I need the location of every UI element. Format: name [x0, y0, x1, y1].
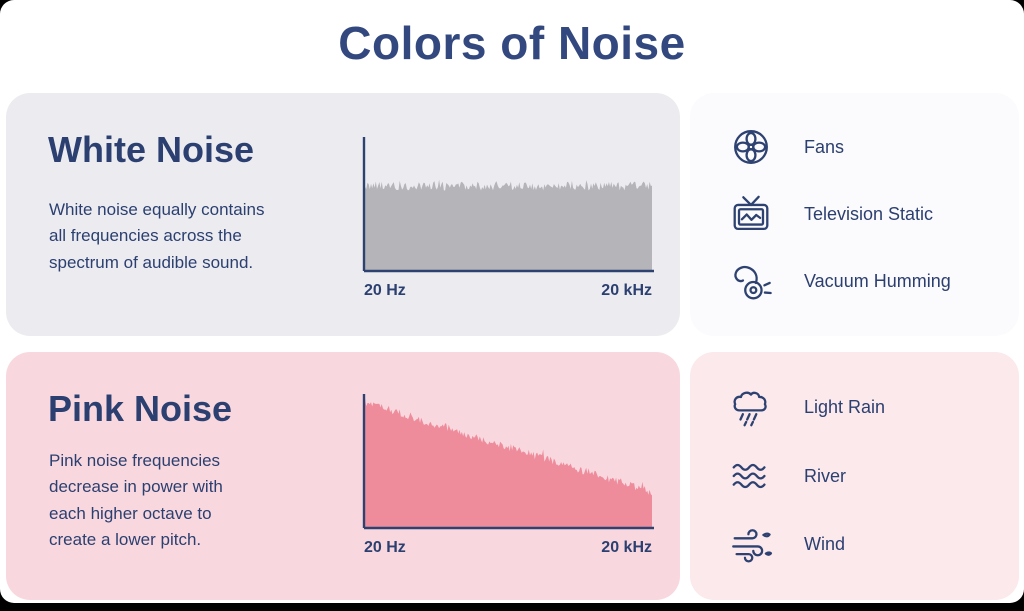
list-item: Fans [728, 124, 1019, 170]
white-noise-chart-svg [362, 137, 654, 273]
page-title: Colors of Noise [338, 17, 686, 69]
tv-static-icon [728, 192, 774, 238]
example-label: Light Rain [804, 397, 886, 417]
river-icon [728, 453, 774, 499]
white-noise-heading: White Noise [48, 129, 255, 170]
pink-noise-heading: Pink Noise [48, 388, 233, 429]
list-item: Wind [728, 522, 1019, 568]
pink-noise-chart-svg [362, 394, 654, 530]
x-axis-label-right: 20 kHz [601, 539, 652, 556]
fan-icon [728, 124, 774, 170]
pink-noise-description: Pink noise frequencies decrease in power… [49, 451, 223, 550]
list-item: River [728, 453, 1019, 499]
x-axis-label-left: 20 Hz [364, 282, 406, 299]
white-noise-examples-panel: Fans Television Static [690, 93, 1019, 336]
x-axis-label-right: 20 kHz [601, 282, 652, 299]
pink-noise-area [365, 398, 652, 528]
example-label: Television Static [804, 204, 934, 224]
white-noise-chart: 20 Hz 20 kHz [362, 137, 654, 300]
vacuum-icon [728, 259, 774, 305]
rain-cloud-icon [728, 385, 774, 431]
example-label: River [804, 465, 847, 486]
example-label: Fans [804, 136, 845, 157]
example-label: Vacuum Humming [804, 271, 951, 292]
white-noise-area [365, 179, 652, 271]
pink-noise-examples-panel: Light Rain River [690, 352, 1019, 600]
list-item: Television Static [728, 192, 1019, 238]
white-noise-description: White noise equally contains all frequen… [49, 200, 265, 272]
list-item: Light Rain [728, 385, 1019, 431]
white-noise-card: White Noise White noise equally contains… [6, 93, 680, 336]
wind-icon [728, 522, 774, 568]
pink-noise-chart: 20 Hz 20 kHz [362, 394, 654, 557]
pink-noise-card: Pink Noise Pink noise frequencies decrea… [6, 352, 680, 600]
example-label: Wind [804, 534, 846, 554]
x-axis-label-left: 20 Hz [364, 539, 406, 556]
list-item: Vacuum Humming [728, 259, 1019, 305]
